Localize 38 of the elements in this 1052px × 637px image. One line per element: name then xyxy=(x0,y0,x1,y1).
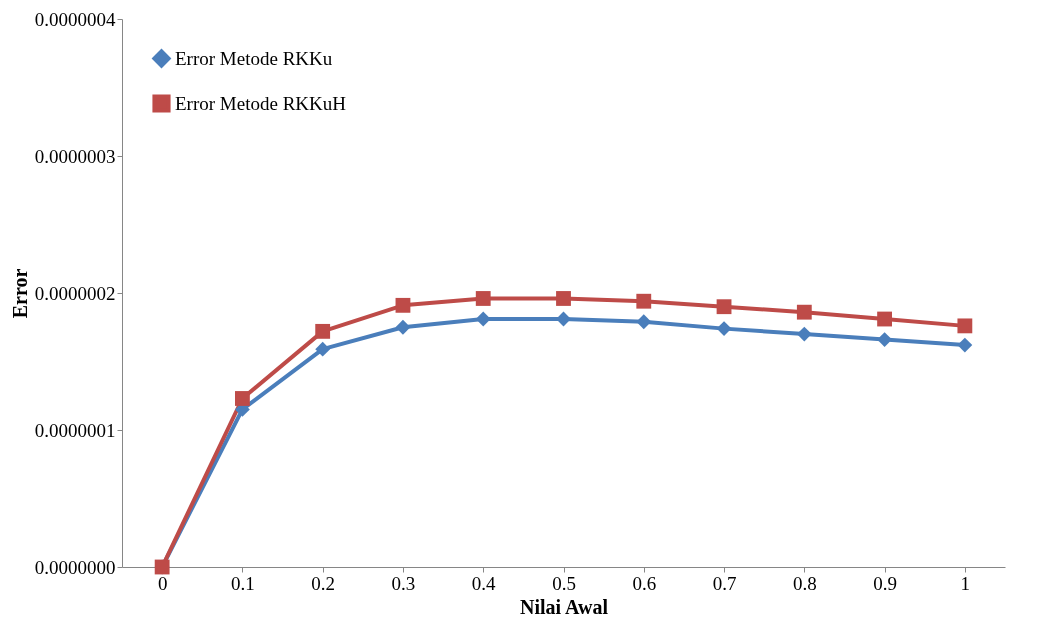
point xyxy=(556,291,571,306)
point xyxy=(877,332,893,347)
point xyxy=(796,326,812,342)
x-tick-label: 0 xyxy=(157,572,168,594)
point xyxy=(796,304,812,320)
point xyxy=(716,299,732,315)
point xyxy=(957,337,973,353)
y-tick-label: 0.0000002 xyxy=(34,282,116,304)
point xyxy=(957,318,973,334)
point xyxy=(315,341,331,357)
legend-label: Error Metode RKKuH xyxy=(175,92,347,114)
point xyxy=(475,311,491,327)
x-tick-label: 0.6 xyxy=(632,572,657,594)
x-tick-label: 1 xyxy=(960,572,971,594)
x-tick-label: 0.3 xyxy=(391,572,416,594)
x-tick-label: 0.2 xyxy=(311,572,336,594)
point xyxy=(636,314,652,330)
y-tick-label: 0.0000004 xyxy=(34,8,116,30)
y-axis-title: Error xyxy=(8,268,31,319)
legend-label: Error Metode RKKu xyxy=(175,47,333,69)
x-axis-title: Nilai Awal xyxy=(520,595,609,618)
x-tick-label: 0.1 xyxy=(231,572,255,594)
x-tick-label: 0.9 xyxy=(873,572,897,594)
point xyxy=(716,321,732,337)
y-tick-label: 0.0000001 xyxy=(34,419,116,441)
point xyxy=(234,391,250,406)
x-tick-label: 0.7 xyxy=(712,572,737,594)
point xyxy=(315,323,331,339)
point xyxy=(877,311,893,327)
y-tick-label: 0.0000000 xyxy=(34,556,116,578)
point xyxy=(395,297,411,313)
y-tick-label: 0.0000003 xyxy=(34,145,116,167)
x-tick-label: 0.4 xyxy=(471,572,497,594)
point xyxy=(636,293,652,309)
x-tick-label: 0.8 xyxy=(792,572,817,594)
point xyxy=(395,319,411,335)
point xyxy=(475,291,491,306)
x-tick-label: 0.5 xyxy=(552,572,576,594)
